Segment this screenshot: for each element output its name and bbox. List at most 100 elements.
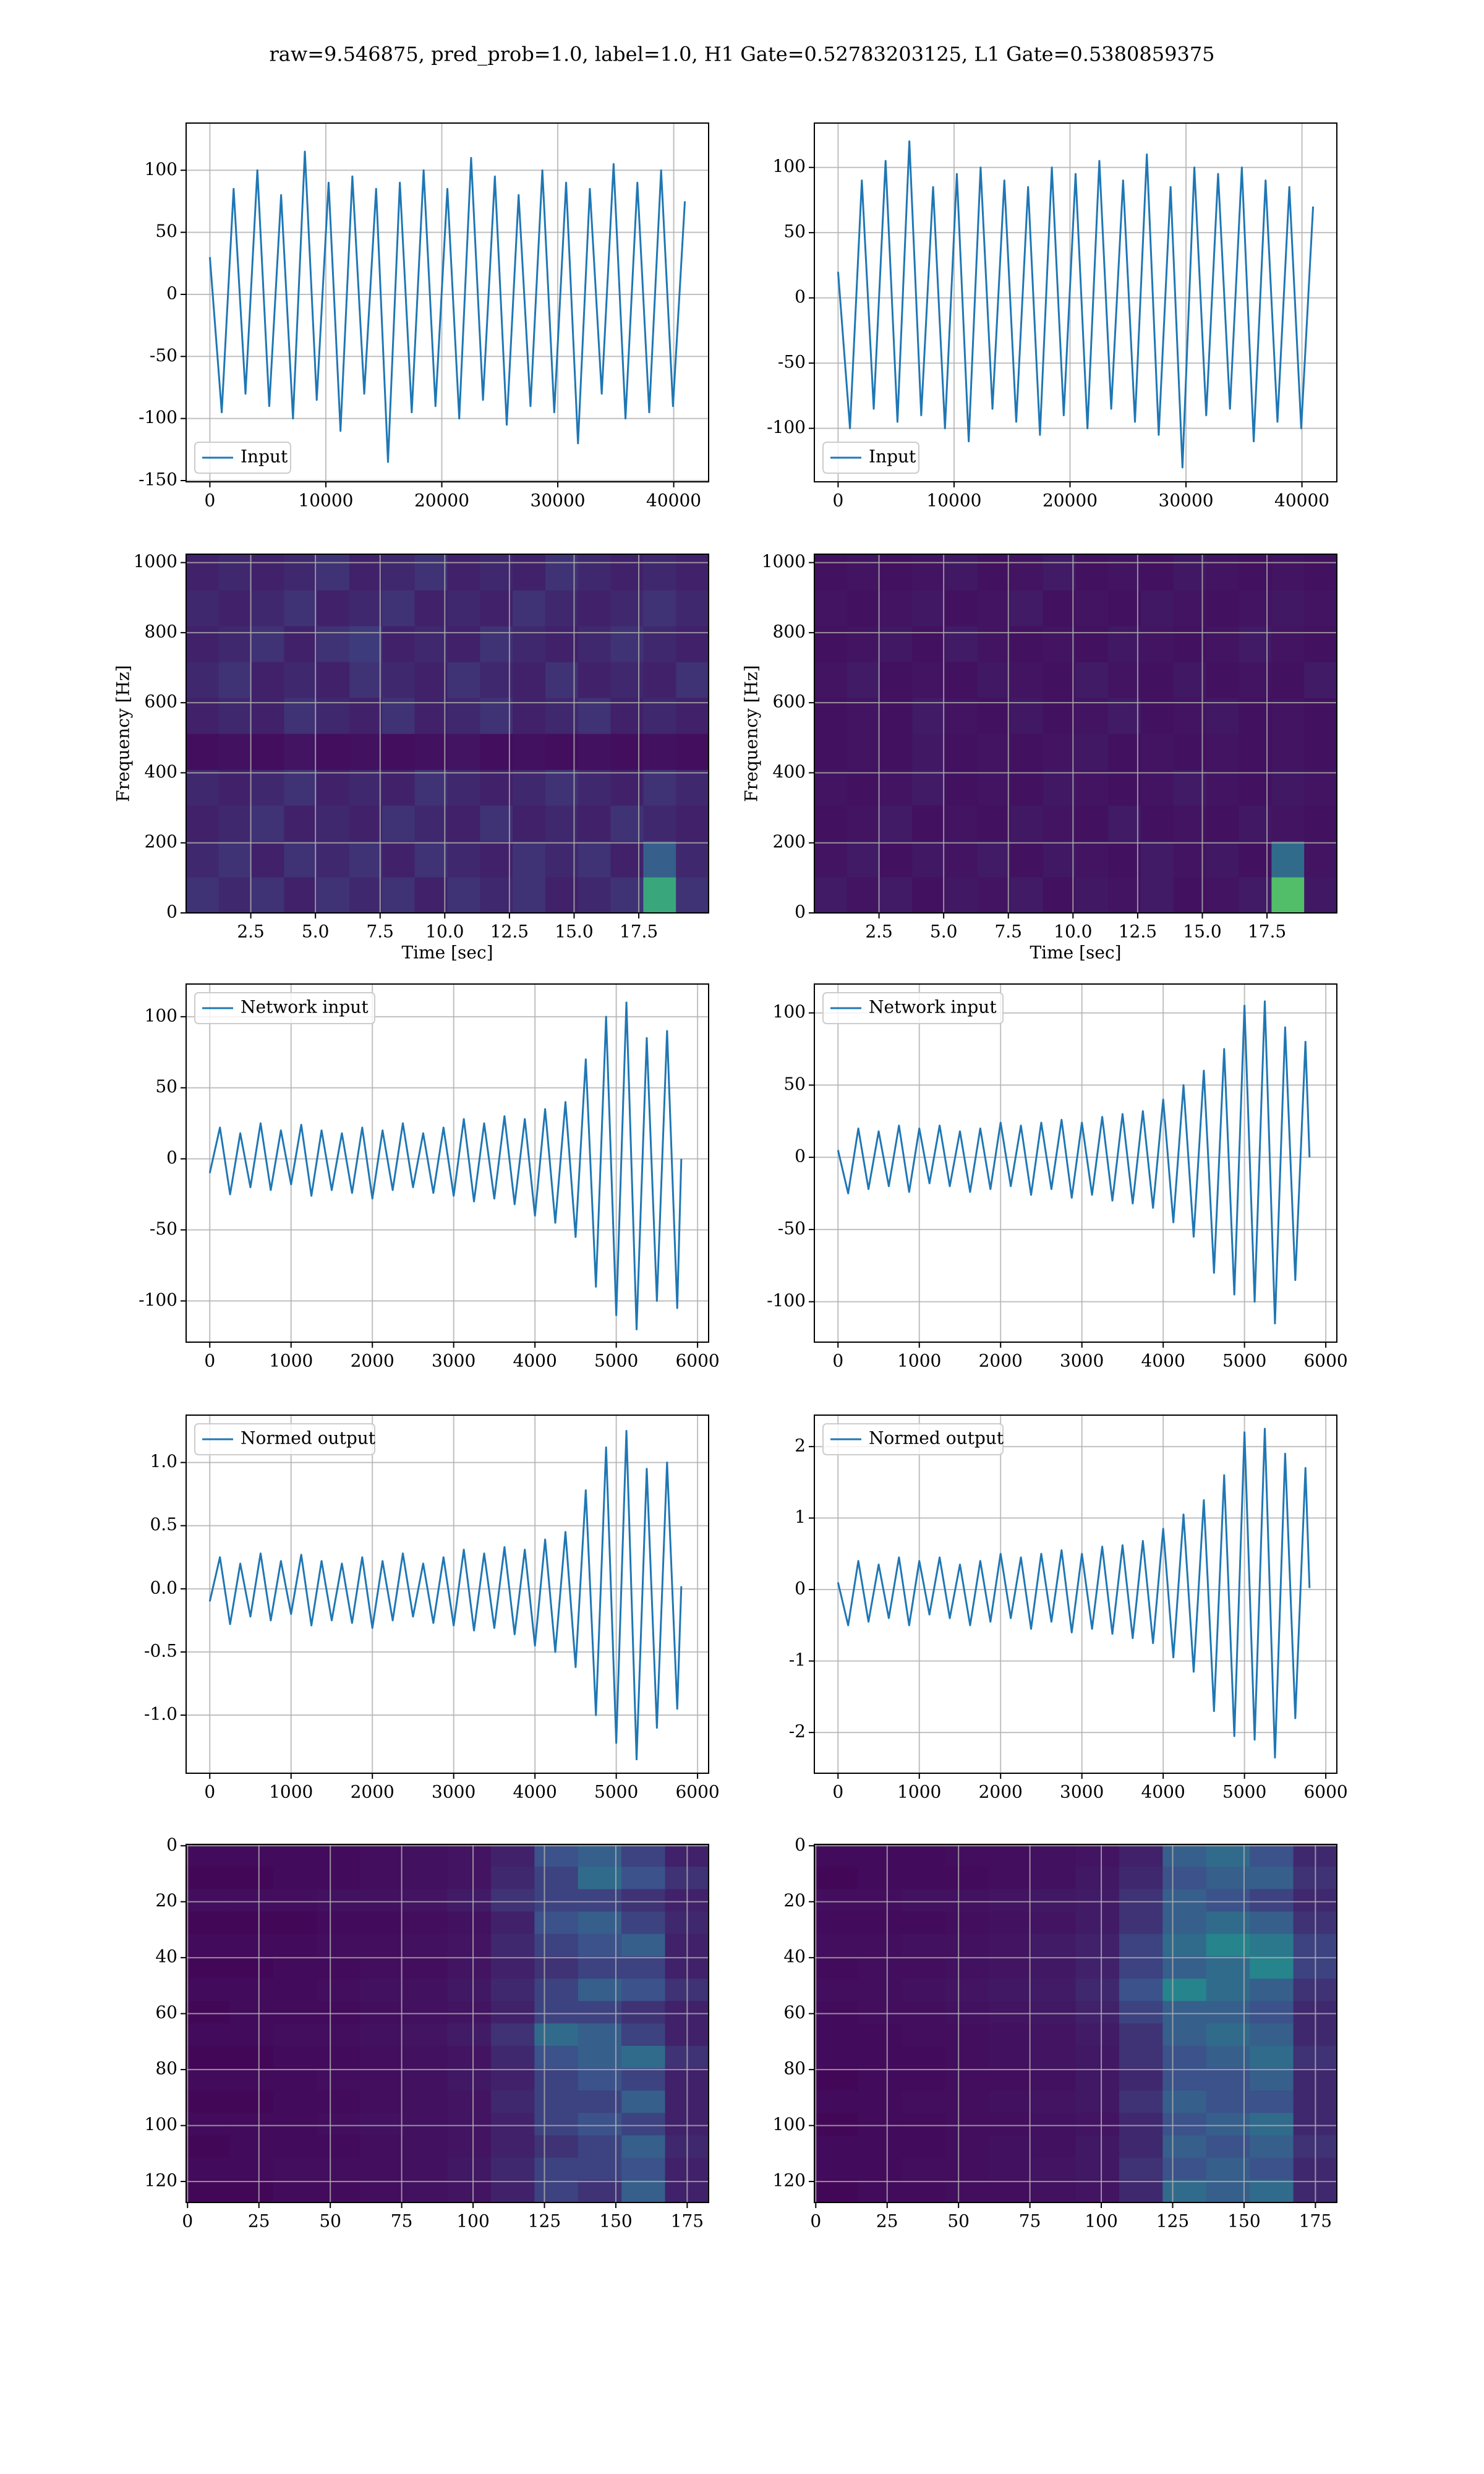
heatmap-cell: [447, 841, 480, 878]
heatmap-cell: [1119, 2023, 1163, 2047]
heatmap-cell: [578, 734, 612, 770]
x-tick-label: 5000: [594, 1351, 638, 1371]
heatmap-cell: [846, 590, 881, 627]
heatmap-cell: [404, 1956, 448, 1979]
heatmap-cell: [621, 2045, 666, 2069]
heatmap-cell: [229, 2135, 274, 2159]
heatmap-cell: [545, 590, 579, 627]
heatmap-cell: [513, 662, 546, 698]
heatmap-cell: [814, 769, 848, 806]
heatmap-cell: [578, 841, 612, 878]
y-tick-label: 20: [783, 1890, 806, 1911]
data-line: [837, 140, 1315, 469]
heatmap-cell: [349, 626, 383, 662]
heatmap-cell: [1075, 1956, 1120, 1979]
x-tick-label: 5.0: [930, 922, 958, 942]
x-tick-label: 0: [832, 1782, 843, 1802]
heatmap-cell: [1206, 2045, 1250, 2069]
heatmap-cell: [545, 877, 579, 914]
heatmap-cell: [578, 554, 612, 591]
heatmap-cell: [858, 2157, 902, 2181]
heatmap-cell: [945, 2068, 989, 2091]
heatmap-cell: [1010, 698, 1044, 734]
heatmap-cell: [1075, 2157, 1120, 2181]
y-axis-label: Frequency [Hz]: [113, 665, 134, 802]
y-tick-label: 1.0: [150, 1451, 177, 1471]
heatmap-cell: [901, 1844, 945, 1867]
heatmap-cell: [186, 1867, 231, 1890]
heatmap-cell: [676, 877, 709, 914]
heatmap-cell: [1141, 662, 1174, 698]
heatmap-cell: [447, 2113, 492, 2136]
heatmap-cell: [945, 2091, 989, 2113]
heatmap-cell: [1250, 2023, 1294, 2047]
axes-frame: [186, 554, 709, 914]
heatmap-cell: [404, 1889, 448, 1912]
heatmap-cell: [1304, 734, 1337, 770]
heatmap-cell: [814, 2001, 859, 2024]
heatmap-cell: [1043, 554, 1077, 591]
heatmap-cell: [1271, 734, 1305, 770]
y-tick-label: 100: [773, 1001, 806, 1022]
y-tick-label: 0: [166, 283, 177, 303]
x-tick-label: 30000: [531, 490, 586, 511]
heatmap-cell: [1206, 2157, 1250, 2181]
heatmap-cell: [490, 2068, 535, 2091]
heatmap-cell: [578, 805, 612, 842]
x-tick-label: 150: [1227, 2211, 1260, 2232]
heatmap-cell: [513, 554, 546, 591]
heatmap-cell: [273, 2001, 317, 2024]
heatmap-cell: [1075, 2068, 1120, 2091]
heatmap-cell: [814, 1979, 859, 2001]
x-tick-label: 150: [599, 2211, 632, 2232]
x-tick-label: 1000: [897, 1782, 941, 1802]
heatmap-cell: [1271, 626, 1305, 662]
heatmap-cell: [814, 2091, 859, 2113]
heatmap-cell: [879, 841, 913, 878]
heatmap-cell: [1075, 1933, 1120, 1957]
heatmap-cell: [1119, 2045, 1163, 2069]
heatmap-cell: [1075, 2135, 1120, 2159]
heatmap-cell: [1032, 1956, 1077, 1979]
heatmap-cell: [988, 1933, 1033, 1957]
heatmap-cell: [578, 698, 612, 734]
heatmap-cell: [534, 1979, 579, 2001]
y-tick-label: 200: [773, 831, 806, 852]
heatmap-cell: [1206, 1889, 1250, 1912]
heatmap-cell: [814, 1933, 859, 1957]
heatmap-cell: [447, 626, 480, 662]
heatmap-cell: [1250, 1889, 1294, 1912]
x-tick-label: 50: [319, 2211, 341, 2232]
heatmap-cell: [251, 805, 285, 842]
heatmap-cell: [186, 2045, 231, 2069]
heatmap-cell: [490, 1844, 535, 1867]
heatmap-cell: [186, 590, 220, 627]
heatmap-cell: [186, 805, 220, 842]
heatmap-cell: [1010, 734, 1044, 770]
subplot: 0 10000 20000 30000 40000 -100 -50 0 50 100 Input: [767, 122, 1337, 511]
heatmap-cell: [858, 2001, 902, 2024]
heatmap-cell: [978, 590, 1011, 627]
heatmap-cell: [251, 877, 285, 914]
heatmap-cell: [186, 2157, 231, 2181]
heatmap-cell: [218, 769, 252, 806]
heatmap-cell: [1119, 2157, 1163, 2181]
heatmap-cell: [858, 2023, 902, 2047]
x-tick-label: 50: [947, 2211, 970, 2232]
heatmap-cell: [1304, 626, 1337, 662]
y-tick-label: 100: [145, 2114, 177, 2134]
heatmap-cell: [349, 734, 383, 770]
heatmap-cell: [284, 626, 317, 662]
heatmap-cell: [621, 1956, 666, 1979]
heatmap-cell: [901, 1956, 945, 1979]
heatmap-cell: [978, 769, 1011, 806]
x-tick-label: 3000: [432, 1782, 475, 1802]
heatmap-cell: [186, 1956, 231, 1979]
heatmap-cell: [945, 626, 978, 662]
heatmap-cell: [901, 2135, 945, 2159]
heatmap-cell: [490, 2113, 535, 2136]
heatmap-cell: [1141, 554, 1174, 591]
heatmap-cell: [1162, 2023, 1207, 2047]
heatmap-cell: [879, 877, 913, 914]
heatmap-cell: [1206, 1956, 1250, 1979]
